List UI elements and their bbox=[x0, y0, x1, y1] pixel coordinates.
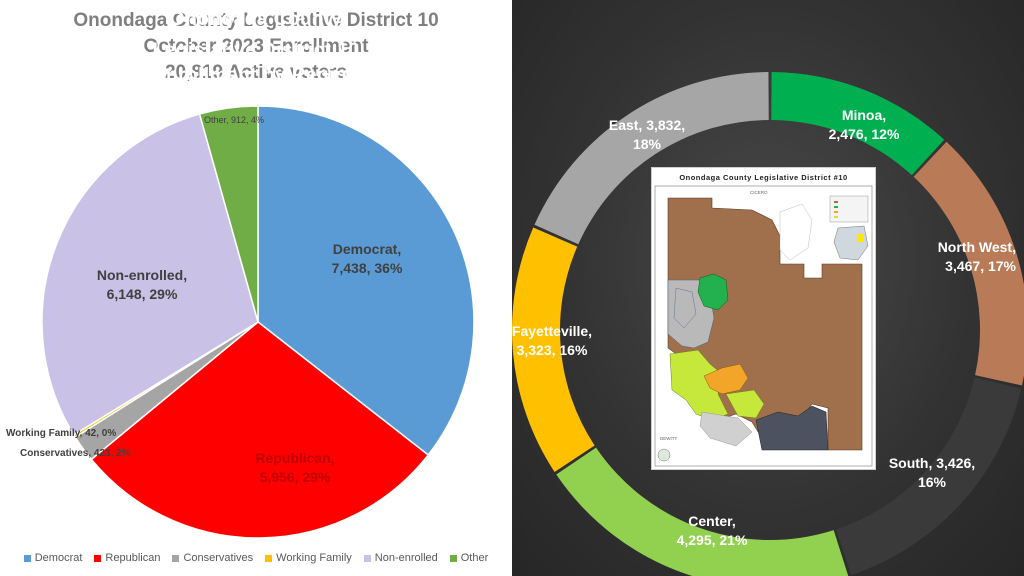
pie-data-label-republican: 5,956, 29% bbox=[260, 469, 331, 485]
legend-item-conservatives: Conservatives bbox=[172, 552, 253, 564]
donut-data-label-east: East, 3,832, bbox=[609, 117, 685, 133]
legend-swatch-conservatives bbox=[172, 554, 180, 562]
legend-item-non-enrolled: Non-enrolled bbox=[363, 552, 438, 564]
donut-data-label-south: South, 3,426, bbox=[889, 455, 975, 471]
donut-data-label-center: Center, bbox=[688, 513, 735, 529]
pie-data-label-conservatives: Conservatives, 423, 2% bbox=[20, 448, 131, 459]
pie-title-line-3: 20,819 Active voters bbox=[164, 62, 348, 83]
pie-title-line-2: October 2023 Enrollment bbox=[143, 36, 369, 57]
district-map-drawing: CICERO DEWITT bbox=[654, 185, 873, 467]
legend-label-republican: Republican bbox=[105, 552, 161, 564]
party-enrollment-pie-chart: Democrat, 7,438, 36% Republican, 5,956, 29%… bbox=[6, 105, 475, 539]
map-title: Onondaga County Legislative District #10 bbox=[679, 173, 848, 182]
district-map: Onondaga County Legislative District #10… bbox=[651, 167, 876, 470]
pie-legend: Democrat Republican Conservatives Working F… bbox=[0, 548, 512, 568]
pie-data-label-democrat: 7,438, 36% bbox=[332, 260, 403, 276]
donut-data-label-south: 16% bbox=[918, 474, 947, 490]
donut-data-label-east: 18% bbox=[633, 136, 662, 152]
legend-swatch-non-enrolled bbox=[363, 554, 371, 562]
donut-data-label-center: 4,295, 21% bbox=[677, 532, 748, 548]
donut-title-line-1: Onondaga County bbox=[169, 9, 343, 30]
donut-data-label-north-west: North West, bbox=[938, 239, 1016, 255]
pie-slice-non-enrolled bbox=[41, 113, 259, 436]
map-label-cicero: CICERO bbox=[750, 190, 768, 195]
legend-label-working-family: Working Family bbox=[276, 552, 352, 564]
legend-label-democrat: Democrat bbox=[34, 552, 83, 564]
legend-label-other: Other bbox=[460, 552, 489, 564]
legend-swatch-working-family bbox=[265, 554, 273, 562]
donut-data-label-minoa: Minoa, bbox=[842, 107, 886, 123]
pie-slice-other bbox=[198, 105, 259, 323]
donut-data-label-fayetteville: 3,323, 16% bbox=[517, 342, 588, 358]
pie-slice-democrat bbox=[257, 105, 475, 457]
legend-item-working-family: Working Family bbox=[265, 552, 352, 564]
donut-title-line-3: Enrollment by Region bbox=[152, 65, 360, 86]
donut-segment-minoa bbox=[771, 72, 945, 176]
donut-segment-south bbox=[836, 377, 1022, 575]
pie-slice-republican bbox=[90, 321, 430, 539]
legend-swatch-republican bbox=[94, 554, 102, 562]
region-enrollment-donut-chart: Minoa, 2,476, 12% North West, 3,467, 17% Sou… bbox=[512, 72, 1024, 576]
pie-data-label-non-enrolled: 6,148, 29% bbox=[107, 286, 178, 302]
legend-label-conservatives: Conservatives bbox=[183, 552, 254, 564]
legend-label-non-enrolled: Non-enrolled bbox=[374, 552, 438, 564]
donut-title-line-2: Legislative District 10 bbox=[152, 40, 360, 61]
donut-segment-fayetteville bbox=[512, 227, 595, 472]
pie-title-line-1: Onondaga County Legislative District 10 bbox=[73, 10, 439, 31]
donut-title-line-4: October 2023 bbox=[192, 91, 320, 112]
donut-segment-east bbox=[534, 72, 769, 245]
legend-item-republican: Republican bbox=[94, 552, 160, 564]
map-label-dewitt: DEWITT bbox=[660, 436, 677, 441]
pie-data-label-non-enrolled: Non-enrolled, bbox=[97, 267, 187, 283]
pie-data-label-democrat: Democrat, bbox=[333, 241, 401, 257]
donut-segment-north-west bbox=[913, 141, 1024, 386]
pie-data-label-working-family: Working Family, 42, 0% bbox=[6, 428, 116, 439]
legend-swatch-other bbox=[449, 554, 457, 562]
donut-data-label-north-west: 3,467, 17% bbox=[945, 258, 1016, 274]
donut-data-label-fayetteville: Fayetteville, bbox=[512, 323, 592, 339]
legend-item-other: Other bbox=[449, 552, 489, 564]
donut-data-label-minoa: 2,476, 12% bbox=[829, 126, 900, 142]
legend-item-democrat: Democrat bbox=[23, 552, 83, 564]
pie-data-label-republican: Republican, bbox=[255, 450, 334, 466]
legend-swatch-democrat bbox=[23, 554, 31, 562]
pie-data-label-other: Other, 912, 4% bbox=[204, 115, 264, 125]
donut-segment-center bbox=[556, 447, 849, 576]
